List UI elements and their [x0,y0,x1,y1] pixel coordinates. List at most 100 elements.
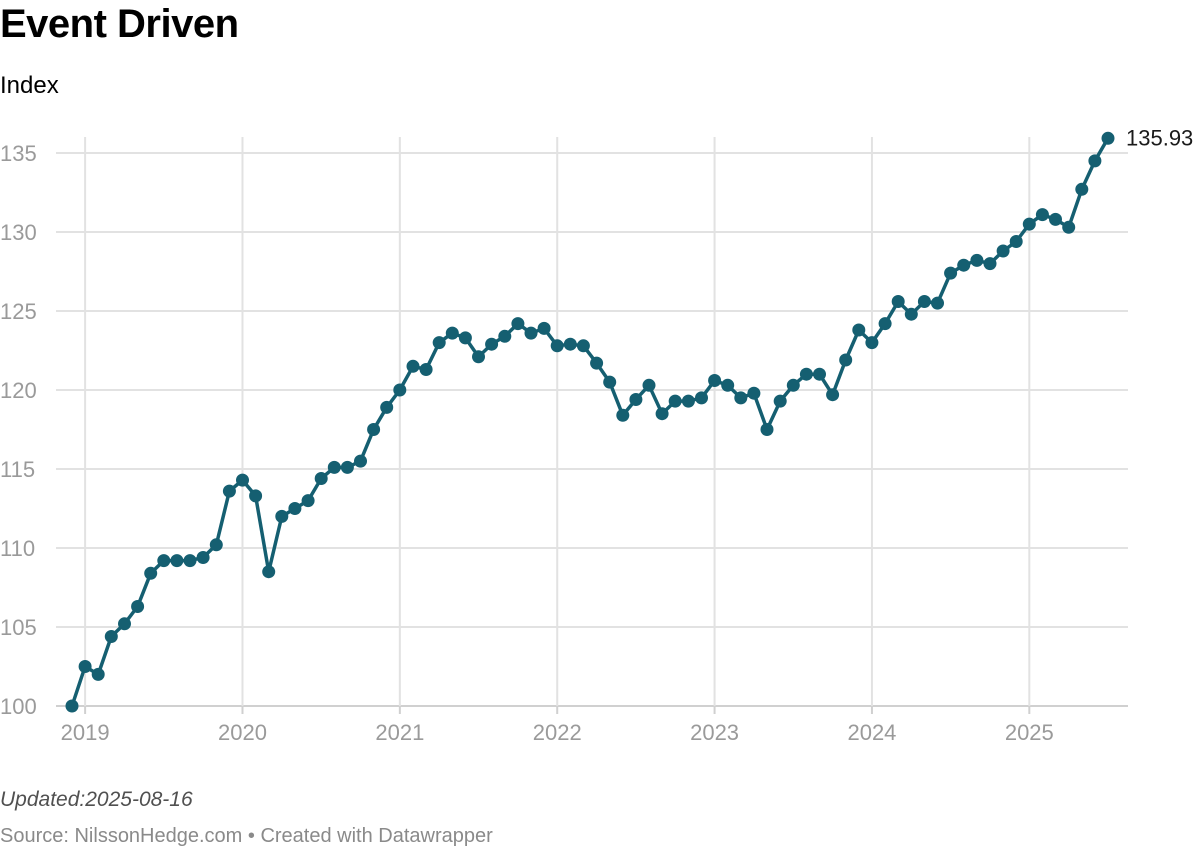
data-point [616,408,630,422]
y-tick-label: 135 [0,141,37,166]
data-point [642,378,656,392]
data-point [865,336,879,350]
data-point [996,244,1010,258]
data-point [576,339,590,353]
data-point [288,502,302,515]
y-tick-label: 105 [0,615,37,640]
y-tick-label: 130 [0,220,37,245]
data-point [931,296,944,310]
axis-layer: 100 105 110 115 120 125 130 135 2019 2020 2021 2022… [0,141,1054,745]
data-point [157,554,171,568]
line-chart: 100 105 110 115 120 125 130 135 2019 2020 2021 2022… [0,125,1193,745]
data-point [222,484,236,498]
chart-subtitle: Index [0,72,59,99]
data-point [524,326,538,340]
data-point [839,353,853,367]
data-point [878,317,892,331]
data-point [668,394,682,408]
data-point [590,356,604,370]
data-point [498,329,512,343]
data-point [209,538,223,552]
data-point [485,337,499,351]
y-tick-label: 100 [0,694,37,719]
data-point [799,367,813,381]
data-point [249,489,263,503]
data-point [314,472,328,485]
chart-title: Event Driven [0,2,239,46]
x-tick-label: 2024 [847,720,896,745]
data-point [131,600,145,613]
data-point [695,391,708,405]
x-tick-label: 2023 [690,720,739,745]
data-point [91,667,105,681]
data-point [1022,217,1036,231]
data-point [196,551,210,564]
data-point [957,258,971,272]
data-point [1062,220,1076,234]
data-point [1101,131,1115,145]
data-point [406,359,420,373]
data-point [1049,212,1062,226]
data-point [170,554,184,568]
data-point [891,295,905,308]
updated-note: Updated:2025-08-16 [0,788,193,811]
data-point [432,336,446,350]
data-point [1088,154,1102,168]
x-tick-label: 2021 [375,720,424,745]
data-point [458,331,472,345]
data-point [904,307,918,321]
y-tick-label: 110 [0,536,35,561]
data-point [917,295,931,308]
y-tick-label: 115 [0,457,35,482]
data-point [603,375,617,389]
x-tick-label: 2020 [218,720,267,745]
data-point [708,374,722,387]
y-tick-label: 120 [0,378,37,403]
data-point [144,566,158,580]
data-point [340,460,354,474]
data-point [550,339,564,353]
data-point [419,363,433,376]
data-point [367,423,381,436]
x-tick-label: 2025 [1005,720,1054,745]
y-tick-label: 125 [0,299,37,324]
data-point [104,630,118,643]
data-point [852,323,866,337]
data-point [537,321,551,335]
data-point [301,494,315,508]
data-point [236,473,249,487]
data-point [65,699,79,713]
data-point [1075,182,1089,196]
data-point [445,326,459,340]
data-point [983,257,997,271]
series-layer: 135.93 [65,125,1193,713]
data-point [813,367,826,381]
data-point [826,388,840,402]
x-tick-label: 2019 [61,720,110,745]
data-point [262,565,276,579]
data-point [760,423,774,436]
data-point [118,617,131,631]
data-point [327,460,341,474]
data-point [747,386,761,400]
data-point [183,554,197,568]
data-point [773,394,787,408]
end-value-label: 135.93 [1126,125,1193,150]
x-tick-label: 2022 [533,720,582,745]
data-point [786,378,800,392]
data-point [944,266,958,280]
data-point [970,253,984,267]
data-point [655,407,669,421]
data-point [681,394,695,408]
data-point [1009,235,1023,248]
data-point [563,337,577,351]
data-point [393,383,407,397]
data-point [275,509,289,523]
data-point [511,317,525,331]
source-note: Source: NilssonHedge.com • Created with … [0,825,493,847]
data-point [78,660,92,673]
series-line [70,137,1110,707]
data-point [1035,208,1049,222]
grid-layer [56,137,1128,707]
data-point [354,454,367,468]
